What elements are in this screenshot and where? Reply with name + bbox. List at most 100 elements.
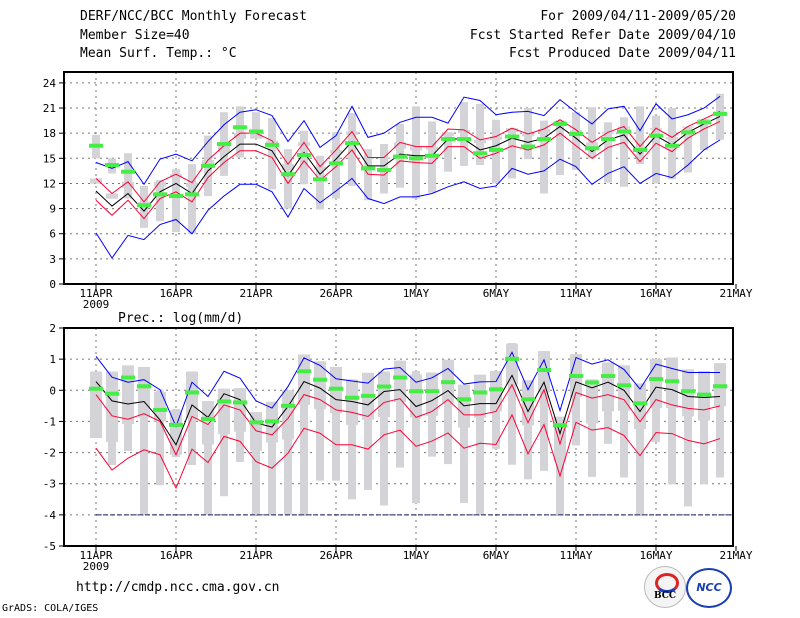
temp-observed-mark bbox=[697, 120, 711, 125]
temp-spread-bar bbox=[252, 112, 260, 138]
temp-observed-mark bbox=[521, 144, 535, 149]
temp-spread-bar bbox=[572, 112, 580, 171]
prec-observed-mark bbox=[665, 379, 679, 384]
temp-x-tick-label: 26APR bbox=[319, 287, 352, 300]
bcc-logo: BCC bbox=[644, 566, 686, 608]
temp-spread-bar bbox=[700, 118, 708, 150]
prec-spread-bar bbox=[684, 369, 692, 507]
temp-observed-mark bbox=[329, 161, 343, 166]
temp-observed-mark bbox=[297, 152, 311, 157]
prec-observed-mark bbox=[169, 422, 183, 427]
temp-quartile-box bbox=[298, 142, 310, 146]
prec-quartile-box bbox=[298, 354, 310, 405]
temp-quartile-box bbox=[618, 126, 630, 129]
figure-title: DERF/NCC/BCC Monthly Forecast bbox=[80, 9, 307, 24]
prec-observed-mark bbox=[345, 395, 359, 400]
prec-observed-mark bbox=[569, 373, 583, 378]
temp-quartile-box bbox=[106, 193, 118, 199]
prec-observed-mark bbox=[201, 416, 215, 421]
temp-observed-mark bbox=[185, 192, 199, 197]
temp-x-tick-label: 21APR bbox=[239, 287, 272, 300]
prec-red-lower-line bbox=[95, 413, 721, 490]
temp-y-tick-label: 9 bbox=[49, 203, 56, 216]
temp-observed-mark bbox=[121, 169, 135, 174]
temp-quartile-box bbox=[314, 166, 326, 170]
prec-ensemble-mean-line bbox=[95, 374, 721, 446]
temp-x-tick-label: 11APR bbox=[79, 287, 112, 300]
prec-y-tick-label: -1 bbox=[43, 415, 56, 428]
temp-quartile-box bbox=[122, 181, 134, 189]
temp-observed-mark bbox=[233, 125, 247, 130]
temp-spread-bar bbox=[268, 118, 276, 190]
temp-observed-mark bbox=[313, 177, 327, 182]
temp-y-tick-label: 15 bbox=[43, 152, 56, 165]
temp-observed-mark bbox=[441, 137, 455, 142]
prec-quartile-box bbox=[586, 379, 598, 424]
temp-observed-mark bbox=[105, 163, 119, 168]
prec-x-tick-label: 16MAY bbox=[639, 549, 672, 562]
prec-quartile-box bbox=[426, 372, 438, 416]
ncc-logo: NCC bbox=[686, 568, 732, 608]
prec-quartile-box bbox=[394, 360, 406, 403]
prec-spread-bar bbox=[364, 372, 372, 490]
temp-x-tick-label: 16MAY bbox=[639, 287, 672, 300]
prec-observed-mark bbox=[89, 386, 103, 391]
temp-blue-upper-line bbox=[95, 95, 721, 186]
temp-observed-mark bbox=[553, 121, 567, 126]
prec-spread-bar bbox=[316, 361, 324, 481]
prec-spread-bar bbox=[476, 374, 484, 515]
temp-quartile-box bbox=[282, 164, 294, 170]
prec-observed-mark bbox=[297, 369, 311, 374]
temp-quartile-box bbox=[666, 137, 678, 140]
prec-y-tick-label: -3 bbox=[43, 478, 56, 491]
temp-plot-frame bbox=[63, 71, 734, 285]
footer-url[interactable]: http://cmdp.ncc.cma.gov.cn bbox=[76, 580, 280, 595]
temp-spread-bar bbox=[460, 102, 468, 166]
temp-observed-mark bbox=[409, 156, 423, 161]
prec-quartile-box bbox=[170, 410, 182, 455]
prec-y-tick-label: -5 bbox=[43, 540, 56, 553]
prec-spread-bar bbox=[572, 354, 580, 446]
prec-year-label: 2009 bbox=[83, 560, 110, 573]
prec-observed-mark bbox=[265, 419, 279, 424]
prec-quartile-box bbox=[506, 343, 518, 385]
prec-spread-bar bbox=[460, 384, 468, 504]
prec-quartile-box bbox=[474, 374, 486, 418]
temp-quartile-box bbox=[330, 149, 342, 154]
prec-x-tick-label: 11MAY bbox=[559, 549, 592, 562]
temp-observed-mark bbox=[505, 134, 519, 139]
temp-spread-bar bbox=[156, 180, 164, 222]
prec-spread-bar bbox=[396, 360, 404, 468]
temp-spread-bar bbox=[604, 122, 612, 183]
prec-spread-bar bbox=[268, 401, 276, 515]
prec-observed-mark bbox=[617, 383, 631, 388]
prec-quartile-box bbox=[378, 371, 390, 418]
prec-observed-mark bbox=[249, 420, 263, 425]
prec-observed-mark bbox=[185, 390, 199, 395]
prec-observed-mark bbox=[329, 386, 343, 391]
temp-quartile-box bbox=[394, 142, 406, 149]
temp-x-tick-label: 1MAY bbox=[403, 287, 430, 300]
prec-observed-mark bbox=[521, 397, 535, 402]
temp-quartile-box bbox=[570, 129, 582, 133]
prec-quartile-box bbox=[618, 365, 630, 411]
prec-observed-mark bbox=[681, 389, 695, 394]
temp-spread-bar bbox=[588, 107, 596, 159]
temp-quartile-box bbox=[90, 178, 102, 184]
prec-observed-mark bbox=[409, 389, 423, 394]
temp-quartile-box bbox=[218, 145, 230, 152]
temp-observed-mark bbox=[473, 151, 487, 156]
prec-observed-mark bbox=[153, 407, 167, 412]
temp-quartile-box bbox=[202, 159, 214, 166]
prec-spread-bar bbox=[700, 370, 708, 485]
prec-plot-frame bbox=[63, 327, 734, 547]
temp-x-tick-label: 6MAY bbox=[483, 287, 510, 300]
temp-y-tick-label: 6 bbox=[49, 228, 56, 241]
temp-ensemble-mean-line bbox=[95, 115, 721, 212]
prec-spread-bar bbox=[204, 401, 212, 515]
prec-spread-bar bbox=[220, 388, 228, 497]
temp-observed-mark bbox=[457, 137, 471, 142]
grads-credit: GrADS: COLA/IGES bbox=[2, 603, 99, 614]
prec-quartile-box bbox=[314, 361, 326, 409]
